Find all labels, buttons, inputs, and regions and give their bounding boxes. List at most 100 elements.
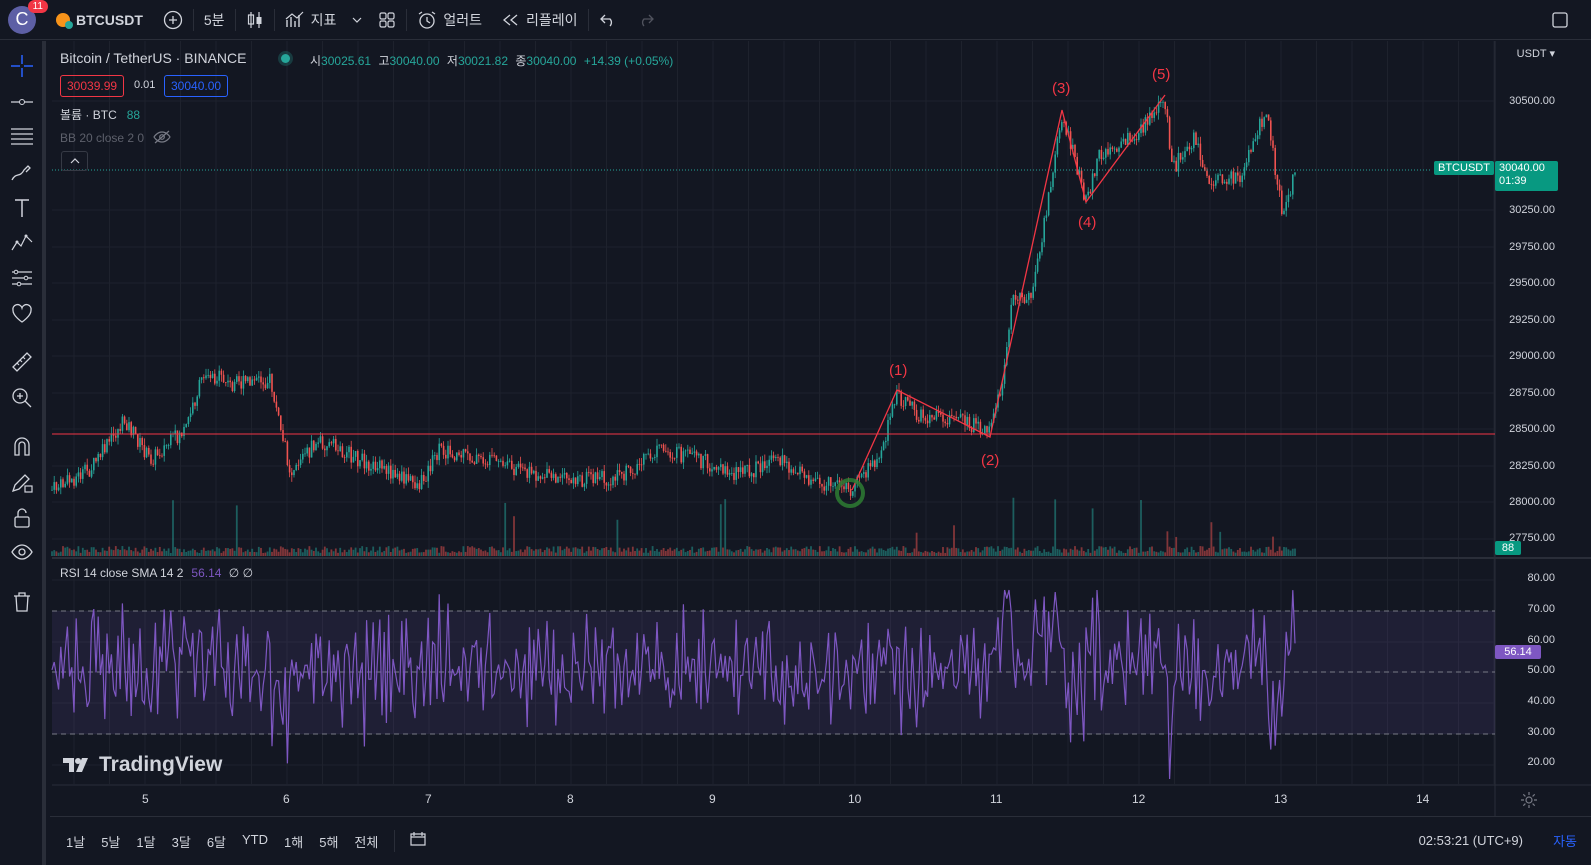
wave-label-4[interactable]: (4) xyxy=(1078,214,1097,231)
chart-type-button[interactable] xyxy=(236,0,274,40)
range-button[interactable]: 5해 xyxy=(319,834,339,850)
volume-legend[interactable]: 볼륨 · BTC 88 xyxy=(60,106,140,123)
volume-bar xyxy=(928,552,931,556)
lock-drawing-tool[interactable] xyxy=(9,469,35,495)
volume-bar xyxy=(189,550,192,556)
volume-bar xyxy=(1265,547,1268,556)
text-tool[interactable] xyxy=(9,195,35,221)
collapse-legend-button[interactable] xyxy=(61,151,88,171)
volume-bar xyxy=(499,552,502,556)
candle-body xyxy=(478,454,480,457)
candle-body xyxy=(134,426,137,435)
volume-bar xyxy=(935,552,938,556)
range-button[interactable]: 3달 xyxy=(171,834,191,850)
range-button[interactable]: 6달 xyxy=(206,834,227,850)
undo-button[interactable] xyxy=(589,0,627,40)
user-avatar[interactable]: C 11 xyxy=(8,0,48,34)
wave-label-3[interactable]: (3) xyxy=(1052,80,1071,97)
date-range-button[interactable] xyxy=(403,830,433,853)
volume-bar xyxy=(460,552,463,556)
candle-body xyxy=(1223,181,1226,184)
tradingview-logo[interactable]: TradingView xyxy=(63,753,222,777)
redo-button[interactable] xyxy=(627,0,665,40)
candle-body xyxy=(632,472,634,474)
candle-body xyxy=(458,452,460,456)
range-button[interactable]: 전체 xyxy=(354,834,379,850)
fullscreen-button[interactable] xyxy=(1541,0,1591,40)
replay-button[interactable]: 리플레이 xyxy=(492,0,588,40)
pattern-tool[interactable] xyxy=(9,229,35,255)
bollinger-legend[interactable]: BB 20 close 2 0 xyxy=(60,130,172,145)
rsi-legend[interactable]: RSI 14 close SMA 14 2 56.14 ∅ ∅ xyxy=(60,566,253,580)
candle-body xyxy=(1124,138,1127,145)
range-button[interactable]: 1날 xyxy=(66,834,86,850)
elliott-wave-drawing[interactable] xyxy=(851,94,1166,491)
trend-line-tool[interactable] xyxy=(9,89,35,115)
range-button[interactable]: 1해 xyxy=(284,834,304,850)
volume-bar xyxy=(726,549,729,556)
brush-tool[interactable] xyxy=(9,159,35,185)
volume-bar xyxy=(913,548,916,556)
timezone-clock[interactable]: 02:53:21 (UTC+9) xyxy=(1418,833,1523,848)
candle-body xyxy=(117,429,119,438)
wave-label-1[interactable]: (1) xyxy=(889,362,908,379)
candle-body xyxy=(222,374,225,383)
layout-templates-button[interactable] xyxy=(368,0,406,40)
candle-body xyxy=(420,475,423,489)
candle-body xyxy=(55,482,58,491)
volume-bar xyxy=(473,547,476,556)
sell-price-button[interactable]: 30039.99 xyxy=(60,75,125,97)
ruler-tool[interactable] xyxy=(9,349,35,375)
volume-bar xyxy=(152,550,155,556)
candle-body xyxy=(702,455,704,469)
volume-bar xyxy=(442,546,445,556)
currency-selector[interactable]: USDT ▾ xyxy=(1516,48,1555,60)
crosshair-tool[interactable] xyxy=(9,53,35,79)
interval-button[interactable]: 5분 xyxy=(203,11,225,28)
volume-bar xyxy=(1203,550,1206,556)
candle-body xyxy=(651,457,654,459)
volume-bar xyxy=(832,548,834,556)
volume-bar xyxy=(1118,550,1120,556)
candle-body xyxy=(497,460,500,462)
high-label: 고 xyxy=(378,54,390,68)
range-button[interactable]: 5날 xyxy=(101,834,121,850)
candle-body xyxy=(253,379,256,381)
lock-all-tool[interactable] xyxy=(9,505,35,531)
candle-body xyxy=(585,471,588,484)
symbol-legend-title[interactable]: Bitcoin / TetherUS · BINANCE xyxy=(60,50,247,66)
volume-bar xyxy=(354,547,357,556)
candle-body xyxy=(680,446,682,463)
wave-label-5[interactable]: (5) xyxy=(1152,66,1171,83)
fib-tool[interactable] xyxy=(9,123,35,149)
compare-symbol-button[interactable] xyxy=(153,0,193,40)
settings-button[interactable] xyxy=(1520,791,1538,814)
time-axis-label: 5 xyxy=(142,792,149,806)
volume-bar xyxy=(328,552,331,556)
magnet-tool[interactable] xyxy=(9,433,35,459)
candle-body xyxy=(1008,329,1010,348)
range-button[interactable]: YTD xyxy=(242,831,269,847)
volume-bar xyxy=(117,549,119,556)
indicators-dropdown[interactable] xyxy=(346,0,368,40)
prediction-tool[interactable] xyxy=(9,265,35,291)
zoom-tool[interactable] xyxy=(9,385,35,411)
volume-bar xyxy=(1129,546,1131,556)
volume-bar xyxy=(1049,552,1052,556)
remove-drawings-tool[interactable] xyxy=(9,589,35,615)
volume-bar xyxy=(158,546,161,556)
hide-drawings-tool[interactable] xyxy=(9,539,35,565)
candle-body xyxy=(935,411,938,420)
symbol-search-button[interactable]: BTCUSDT xyxy=(52,0,153,40)
volume-bar xyxy=(1272,536,1274,556)
auto-scale-button[interactable]: 자동 xyxy=(1553,834,1577,849)
wave-label-2[interactable]: (2) xyxy=(981,452,1000,469)
alert-button[interactable]: 얼러트 xyxy=(407,0,492,40)
indicators-button[interactable]: 지표 xyxy=(275,0,347,40)
candle-body xyxy=(893,404,896,406)
range-button[interactable]: 1달 xyxy=(136,834,156,850)
favorites-tool[interactable] xyxy=(9,301,35,327)
volume-bar xyxy=(920,551,922,556)
buy-price-button[interactable]: 30040.00 xyxy=(164,75,229,97)
